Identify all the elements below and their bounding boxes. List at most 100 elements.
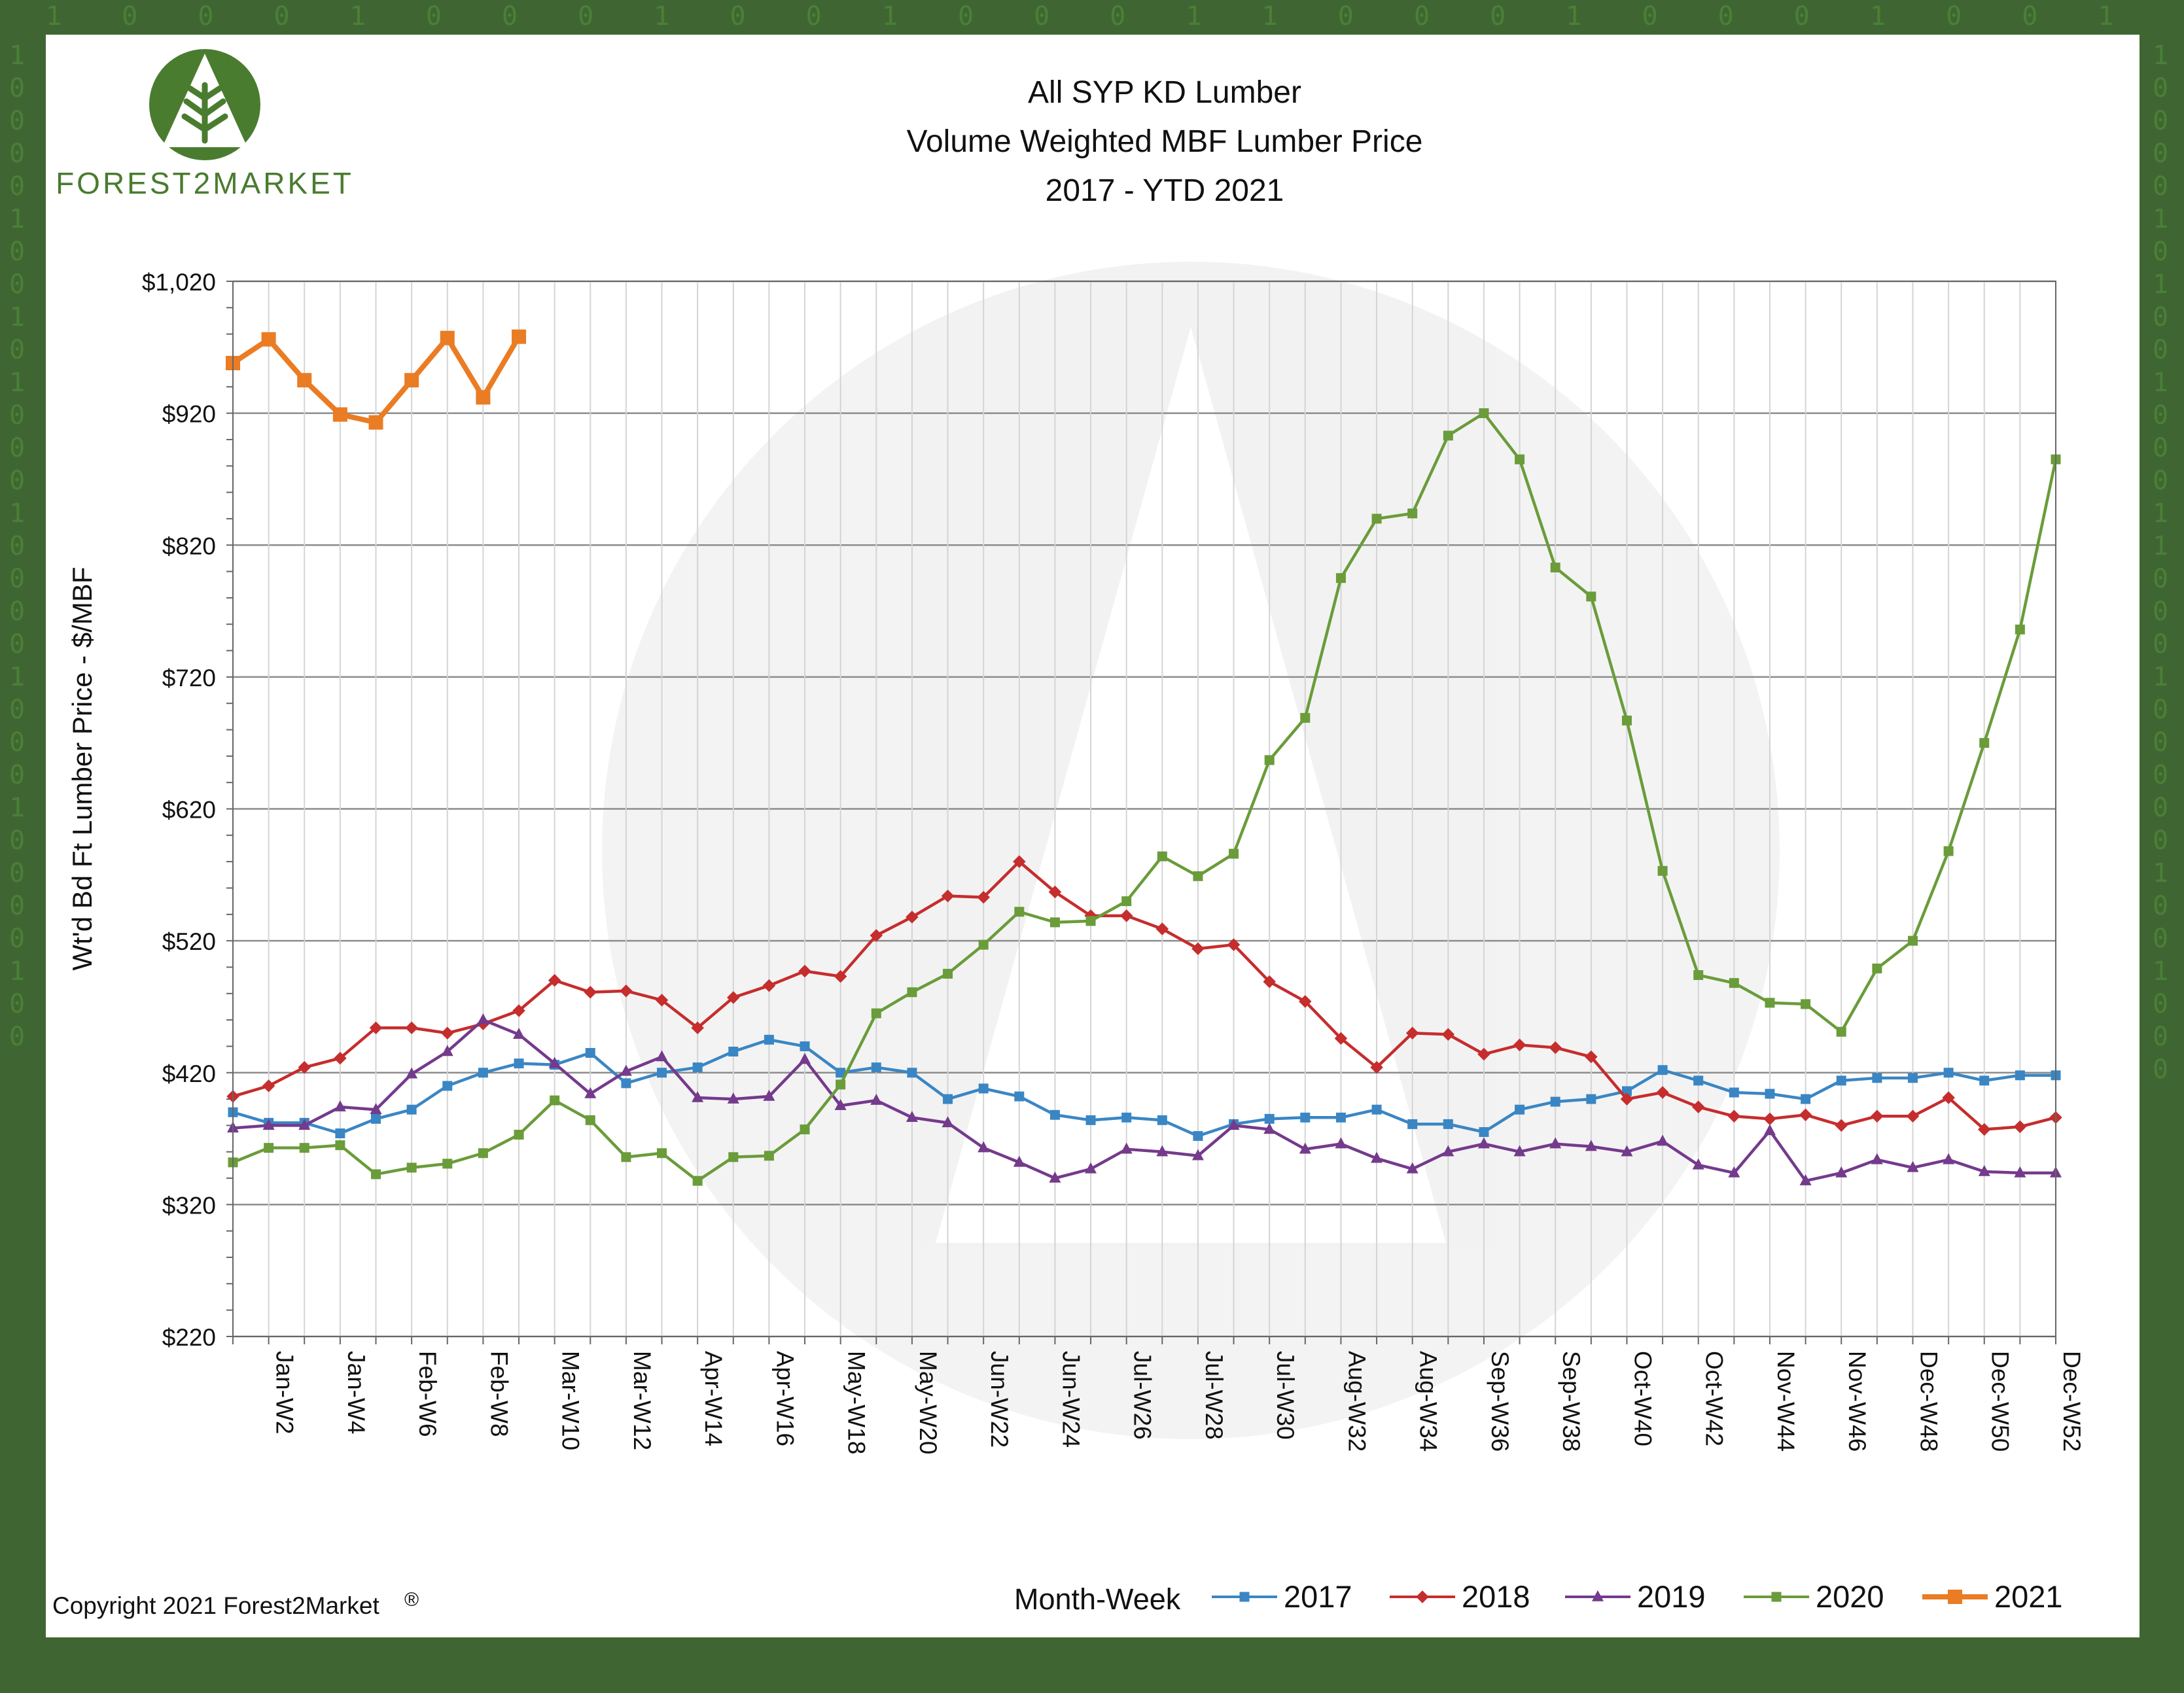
legend-label-2020: 2020: [1816, 1579, 1884, 1614]
legend-label-2018: 2018: [1462, 1579, 1530, 1614]
data-point-2017: [728, 1046, 739, 1056]
data-point-2019: [1156, 1145, 1169, 1157]
data-point-2018: [1871, 1109, 1884, 1123]
data-point-2020: [1264, 755, 1275, 765]
data-point-2018: [1835, 1119, 1848, 1132]
data-point-2017: [836, 1068, 846, 1078]
data-point-2018: [1513, 1038, 1526, 1052]
data-point-2019: [370, 1103, 382, 1114]
data-point-2018: [727, 991, 740, 1004]
data-point-2017: [1657, 1065, 1668, 1075]
data-point-2020: [1621, 715, 1632, 725]
data-point-2019: [1013, 1155, 1025, 1167]
data-point-2020: [1014, 907, 1025, 917]
data-point-2020: [299, 1143, 309, 1153]
data-point-2018: [441, 1026, 454, 1040]
gridlines: [232, 280, 2056, 1338]
series-line-2020: [232, 411, 2058, 1183]
data-point-2017: [1264, 1113, 1275, 1124]
data-point-2019: [1335, 1137, 1347, 1149]
chart-panel: [46, 35, 2140, 1637]
x-tick-label: Jan-W4: [343, 1351, 370, 1434]
data-point-2019: [1406, 1162, 1418, 1174]
x-tick-label: Sep-W36: [1487, 1351, 1513, 1452]
data-point-2017: [1300, 1112, 1311, 1123]
data-point-2019: [1513, 1145, 1526, 1157]
x-tick-label: Feb-W8: [485, 1351, 512, 1437]
data-point-2019: [1263, 1123, 1276, 1134]
data-point-2020: [585, 1115, 595, 1125]
data-point-2020: [907, 987, 917, 998]
x-tick-label: Jan-W2: [272, 1351, 298, 1434]
data-point-2018: [584, 986, 597, 999]
data-point-2018: [655, 994, 669, 1007]
data-point-2020: [478, 1148, 488, 1159]
x-tick-label: Dec-W50: [1987, 1351, 2014, 1452]
x-tick-label: Jul-W26: [1129, 1351, 1156, 1440]
data-point-2020: [1729, 978, 1739, 988]
data-point-2018: [1155, 922, 1169, 935]
data-point-2017: [1121, 1112, 1132, 1123]
data-point-2020: [1371, 514, 1382, 524]
x-tick-label: Mar-W12: [629, 1351, 656, 1450]
data-point-2021: [404, 373, 419, 388]
data-point-2019: [1907, 1161, 1919, 1172]
data-point-2019: [1799, 1174, 1812, 1185]
data-point-2020: [1979, 738, 1990, 748]
data-point-2018: [1370, 1060, 1383, 1074]
x-tick-label: Oct-W42: [1701, 1351, 1728, 1446]
copyright-text: Copyright 2021 Forest2Market: [52, 1592, 379, 1619]
data-point-2020: [621, 1152, 631, 1162]
data-point-2017: [1479, 1126, 1489, 1137]
data-point-2017: [1693, 1075, 1704, 1086]
data-point-2018: [1763, 1112, 1776, 1126]
tree-logo-icon: [149, 49, 260, 160]
data-point-2018: [1048, 885, 1062, 899]
data-point-2019: [834, 1099, 847, 1110]
data-point-2019: [1191, 1149, 1204, 1161]
legend-marker-2020: [1771, 1592, 1782, 1602]
data-point-2017: [1836, 1075, 1846, 1086]
data-point-2019: [548, 1056, 561, 1068]
data-point-2019: [1085, 1162, 1097, 1174]
data-point-2020: [406, 1162, 417, 1173]
data-point-2018: [1727, 1109, 1741, 1123]
data-point-2017: [406, 1104, 417, 1115]
data-point-2017: [514, 1058, 524, 1069]
series-2018: [226, 855, 2062, 1136]
data-point-2018: [1477, 1047, 1490, 1061]
data-point-2019: [1621, 1145, 1633, 1157]
data-point-2018: [1405, 1026, 1419, 1040]
x-tick-label: May-W18: [843, 1351, 870, 1454]
legend-label-2017: 2017: [1284, 1579, 1352, 1614]
data-point-2018: [298, 1060, 311, 1074]
data-point-2019: [1442, 1145, 1454, 1157]
data-point-2020: [1335, 573, 1346, 584]
data-point-2017: [764, 1034, 774, 1045]
data-point-2019: [1692, 1158, 1704, 1170]
data-point-2018: [620, 984, 633, 998]
y-tick-label: $420: [162, 1060, 216, 1087]
legend-label-2021: 2021: [1994, 1579, 2063, 1614]
x-tick-label: Oct-W40: [1629, 1351, 1656, 1446]
data-point-2019: [656, 1050, 668, 1062]
data-point-2017: [800, 1041, 810, 1051]
data-point-2019: [298, 1119, 311, 1130]
data-point-2020: [1443, 430, 1453, 441]
y-tick-label: $1,020: [142, 269, 216, 296]
background-binary-digits-right: 10000101001000110001000001001000: [2153, 41, 2169, 1085]
y-tick-label: $220: [162, 1324, 216, 1351]
x-tick-label: Mar-W10: [557, 1351, 584, 1450]
data-point-2017: [1586, 1094, 1596, 1104]
x-tick-label: Jun-W22: [986, 1351, 1013, 1448]
data-point-2020: [978, 939, 989, 950]
copyright-registered-mark: ®: [404, 1589, 419, 1611]
data-point-2020: [514, 1130, 524, 1140]
data-point-2017: [478, 1068, 488, 1078]
data-point-2020: [1515, 454, 1525, 464]
data-point-2018: [2013, 1120, 2027, 1134]
data-point-2018: [1441, 1028, 1455, 1041]
x-tick-label: Apr-W14: [700, 1351, 727, 1446]
series-2017: [228, 1034, 2061, 1142]
data-point-2019: [262, 1119, 275, 1130]
